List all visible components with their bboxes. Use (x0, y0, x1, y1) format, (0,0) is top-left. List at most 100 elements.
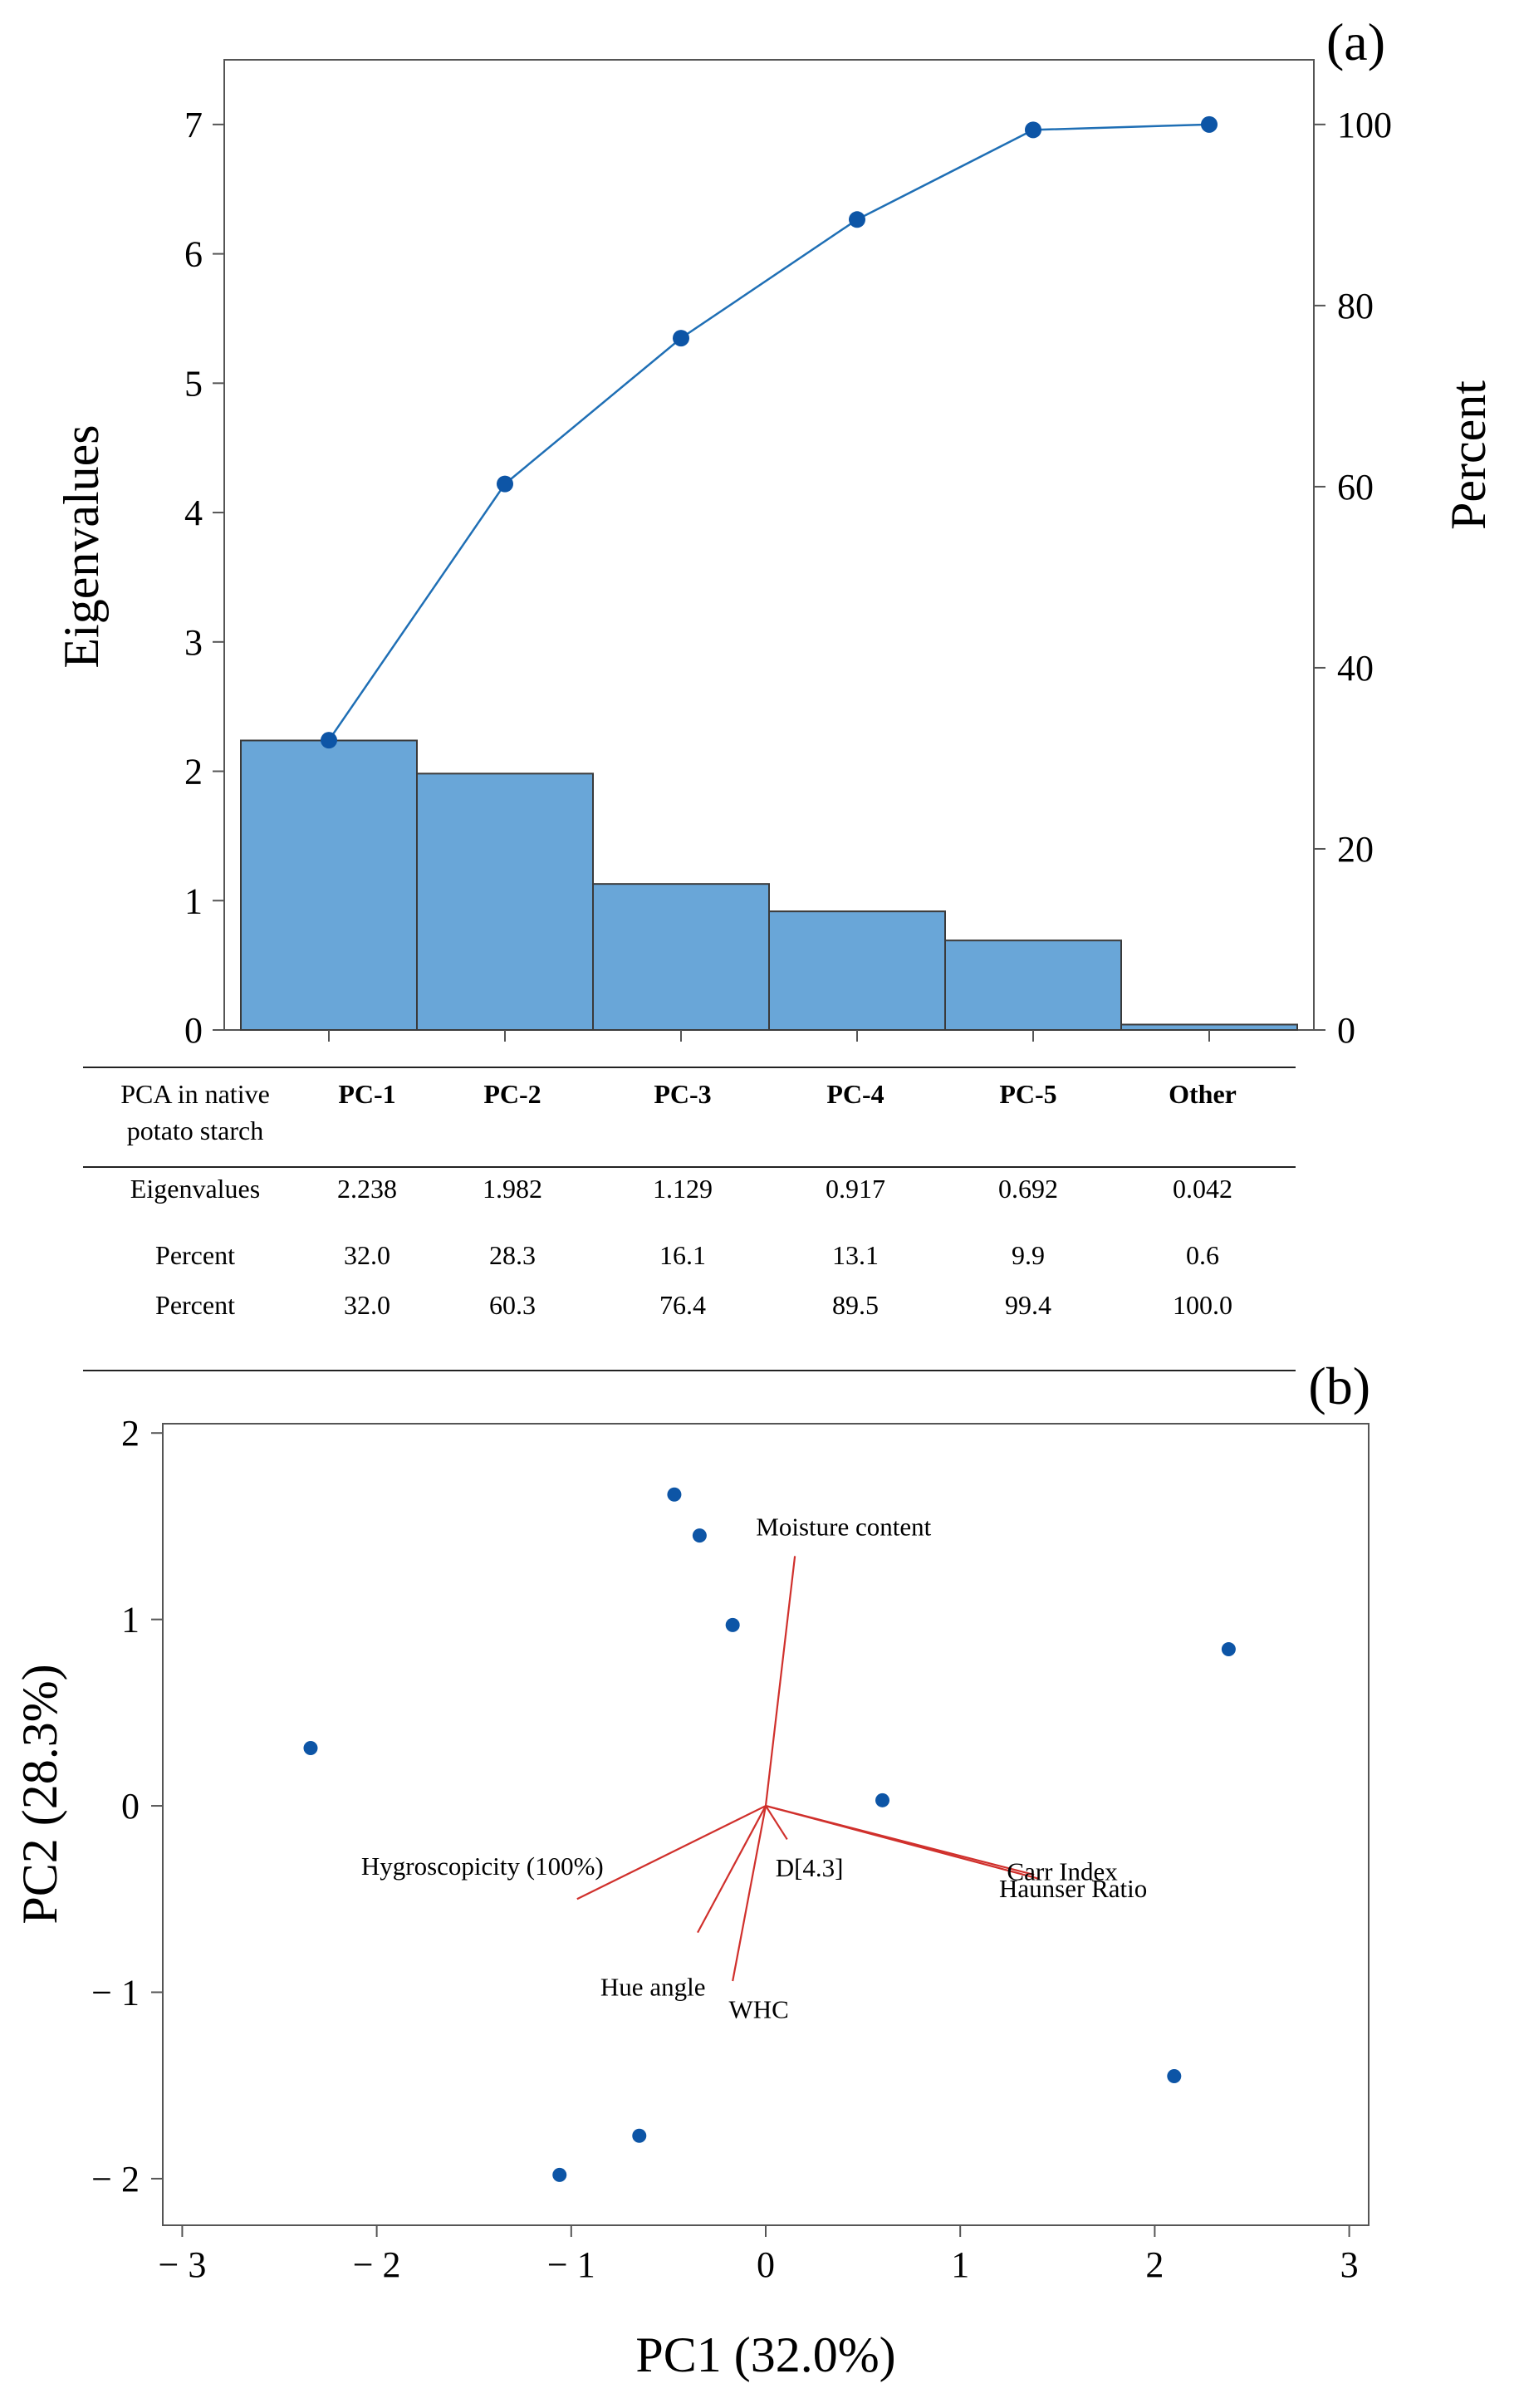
eigen-tick-label: 4 (184, 493, 203, 533)
table-cell: 13.1 (832, 1240, 879, 1270)
table-row-label: Percent (155, 1290, 235, 1320)
score-points (303, 1487, 1236, 2182)
pc1-tick-label: 2 (1145, 2244, 1164, 2285)
table-header-pc-4: PC-4 (826, 1079, 884, 1109)
table-cell: 16.1 (659, 1240, 706, 1270)
percent-tick-label: 0 (1337, 1010, 1355, 1051)
eigenvalues-axis-title: Eigenvalues (54, 424, 109, 668)
score-point (692, 1528, 707, 1543)
pc2-axis-title: PC2 (28.3%) (12, 1664, 67, 1924)
table-corner-label: PCA in native (120, 1079, 270, 1109)
cumulative-point-pc-3 (673, 330, 689, 347)
eigen-tick-label: 0 (184, 1010, 203, 1051)
table-cell: 0.917 (826, 1174, 885, 1204)
bar-pc-2 (416, 772, 594, 1031)
cumulative-percent-line (321, 115, 1218, 749)
score-point (1167, 2068, 1182, 2083)
loading-labels: Moisture content Hygroscopicity (100%) D[4… (361, 1512, 1147, 2023)
eigen-tick-label: 2 (184, 752, 203, 792)
eigen-tick-label: 1 (184, 880, 203, 921)
panel-a-label: (a) (1326, 12, 1385, 71)
score-point (632, 2128, 647, 2143)
table-cell: 76.4 (659, 1290, 706, 1320)
eigen-tick-label: 3 (184, 622, 203, 663)
eigen-tick-label: 5 (184, 363, 203, 404)
cumulative-point-pc-5 (1025, 121, 1041, 139)
panel-a: (a) 0 1 2 3 4 5 6 7 0 20 40 60 80 100 Eigenvalues Pe… (54, 12, 1496, 1371)
percent-tick-label: 20 (1337, 829, 1374, 870)
table-header-pc-5: PC-5 (999, 1079, 1056, 1109)
pc1-tick-label: − 1 (547, 2244, 595, 2285)
cumulative-point-pc-2 (497, 475, 513, 493)
loading-label-hygroscopicity-100: Hygroscopicity (100%) (361, 1851, 604, 1881)
pc1-axis-title: PC1 (32.0%) (635, 2327, 895, 2382)
table-header-other: Other (1169, 1079, 1237, 1109)
table-cell: 0.692 (998, 1174, 1058, 1204)
bar-other (1120, 1023, 1298, 1032)
pc1-axis-ticks: − 3 − 2 − 1 0 1 2 3 (159, 2225, 1359, 2285)
table-cell: 9.9 (1012, 1240, 1045, 1270)
table-cell: 32.0 (344, 1290, 390, 1320)
loading-vector-haunser-ratio (765, 1804, 1039, 1880)
pc2-tick-label: 0 (121, 1786, 140, 1827)
score-point (875, 1793, 890, 1807)
table-row-label: Percent (155, 1240, 235, 1270)
table-row-label: Eigenvalues (130, 1174, 260, 1204)
table-header-pc-3: PC-3 (654, 1079, 711, 1109)
percent-tick-label: 60 (1337, 467, 1374, 508)
table-cell: 0.6 (1186, 1240, 1219, 1270)
bar-pc-5 (944, 939, 1122, 1032)
table-cell: 28.3 (489, 1240, 536, 1270)
score-point (303, 1740, 318, 1755)
cumulative-point-pc-1 (321, 732, 337, 749)
cumulative-point-other (1201, 115, 1218, 133)
score-point (667, 1487, 682, 1502)
table-header-pc-1: PC-1 (338, 1079, 395, 1109)
table-cell: 0.042 (1173, 1174, 1232, 1204)
panel-b: (b) Moisture content Hygroscopicity (100%… (12, 1356, 1370, 2382)
pc1-tick-label: 3 (1340, 2244, 1359, 2285)
loading-vector-moisture-content (764, 1556, 796, 1807)
loading-vector-whc (732, 1805, 767, 1982)
percent-tick-label: 40 (1337, 648, 1374, 689)
percent-tick-label: 80 (1337, 286, 1374, 326)
eigenvalue-axis-ticks: 0 1 2 3 4 5 6 7 (184, 105, 224, 1051)
table-corner-label: potato starch (127, 1116, 263, 1145)
pc2-tick-label: 2 (121, 1413, 140, 1454)
eigenvalue-bars (240, 739, 1298, 1032)
bar-pc-1 (240, 739, 418, 1031)
table-header-pc-2: PC-2 (483, 1079, 541, 1109)
pc2-tick-label: − 1 (91, 1972, 140, 2013)
category-ticks (328, 1030, 1210, 1042)
pc1-tick-label: − 3 (159, 2244, 207, 2285)
table-cell: 100.0 (1173, 1290, 1232, 1320)
panel-b-label: (b) (1308, 1356, 1370, 1415)
table-cell: 99.4 (1005, 1290, 1051, 1320)
table-cell: 1.129 (653, 1174, 713, 1204)
loading-label-d-4-3: D[4.3] (776, 1853, 844, 1882)
loading-label-carr-index: Carr Index (1007, 1857, 1118, 1886)
loading-vector-d-4-3 (765, 1805, 788, 1841)
pca-summary-table: PCA in native potato starch PC-1 PC-2 PC-3 PC… (83, 1067, 1296, 1320)
pc1-tick-label: − 2 (353, 2244, 401, 2285)
loading-vector-hue-angle (697, 1805, 767, 1934)
pc2-tick-label: − 2 (91, 2159, 140, 2200)
loading-label-haunser-ratio: Haunser Ratio (999, 1874, 1147, 1903)
eigen-tick-label: 7 (184, 105, 203, 145)
percent-axis-ticks: 0 20 40 60 80 100 (1314, 105, 1392, 1051)
cumulative-point-pc-4 (849, 211, 865, 228)
loading-label-moisture-content: Moisture content (756, 1512, 931, 1541)
eigen-tick-label: 6 (184, 234, 203, 275)
table-cell: 2.238 (337, 1174, 397, 1204)
score-point (725, 1617, 740, 1632)
pc2-tick-label: 1 (121, 1600, 140, 1640)
score-point (552, 2167, 567, 2182)
cumulative-percent-polyline (327, 123, 1210, 741)
bar-pc-3 (592, 883, 770, 1032)
loading-label-whc: WHC (729, 1995, 789, 2024)
loading-vector-hygroscopicity-100 (576, 1805, 767, 1900)
bar-pc-4 (768, 910, 946, 1031)
score-point (1221, 1642, 1236, 1657)
